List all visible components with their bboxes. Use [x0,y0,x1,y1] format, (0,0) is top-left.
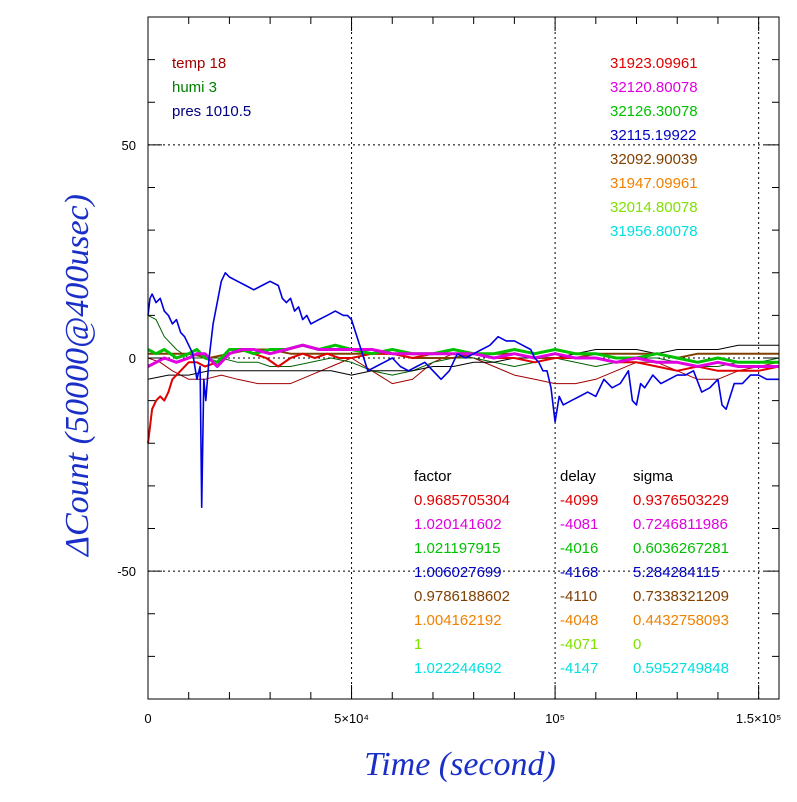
stats-header: delay [560,468,596,485]
series-line-6 [147,343,779,368]
series-baseline-value: 31947.09961 [610,175,698,192]
series-line-1 [147,314,780,376]
x-tick-label: 10⁵ [545,711,565,726]
stats-delay: -4081 [560,516,598,533]
y-axis-label: ΔCount (50000@400usec) [59,194,96,558]
y-tick-label: 0 [129,351,136,366]
stats-factor: 1.006027699 [414,564,502,581]
stats-sigma: 0.6036267281 [633,540,729,557]
stats-sigma: 5.284284115 [633,564,719,581]
stats-factor: 0.9786188602 [414,588,510,605]
series-line-4 [147,348,780,444]
stats-delay: -4147 [560,660,598,677]
env-label: humi 3 [172,79,217,96]
text-layer: 0 5×10⁴ 10⁵ 1.5×10⁵ 50 0 -50 Time (second) ΔCoun… [59,55,781,783]
stats-factor: 1 [414,636,422,653]
stats-delay: -4016 [560,540,598,557]
stats-header: sigma [633,468,674,485]
series-line-5 [147,343,779,364]
env-label: pres 1010.5 [172,103,251,120]
y-tick-label: -50 [117,564,136,579]
series-layer [147,271,780,509]
y-tick-label: 50 [122,138,136,153]
stats-sigma: 0.4432758093 [633,612,729,629]
x-axis-label: Time (second) [364,746,556,783]
stats-sigma: 0 [633,636,641,653]
series-baseline-value: 32092.90039 [610,151,698,168]
stats-delay: -4048 [560,612,598,629]
series-line-2 [147,344,779,380]
stats-factor: 1.022244692 [414,660,502,677]
series-baseline-value: 32014.80078 [610,199,698,216]
stats-delay: -4110 [560,588,597,605]
env-label: temp 18 [172,55,226,72]
stats-sigma: 0.5952749848 [633,660,729,677]
tick-layer [147,16,779,699]
stats-sigma: 0.7246811986 [633,516,728,533]
series-line-7 [147,271,779,509]
stats-sigma: 0.7338321209 [633,588,729,605]
series-baseline-value: 32120.80078 [610,79,698,96]
stats-delay: -4071 [560,636,598,653]
x-tick-label: 5×10⁴ [334,711,369,726]
series-baseline-value: 31923.09961 [610,55,698,72]
stats-factor: 0.9685705304 [414,492,510,509]
stats-delay: -4099 [560,492,598,509]
stats-sigma: 0.9376503229 [633,492,729,509]
x-tick-label: 0 [144,711,151,726]
stats-factor: 1.004162192 [414,612,502,629]
series-baseline-value: 32115.19922 [610,127,696,144]
stats-factor: 1.020141602 [414,516,502,533]
x-tick-label: 1.5×10⁵ [736,711,782,726]
stats-delay: -4168 [560,564,598,581]
series-baseline-value: 32126.30078 [610,103,698,120]
series-baseline-value: 31956.80078 [610,223,698,240]
stats-header: factor [414,468,452,485]
stats-factor: 1.021197915 [414,540,500,557]
